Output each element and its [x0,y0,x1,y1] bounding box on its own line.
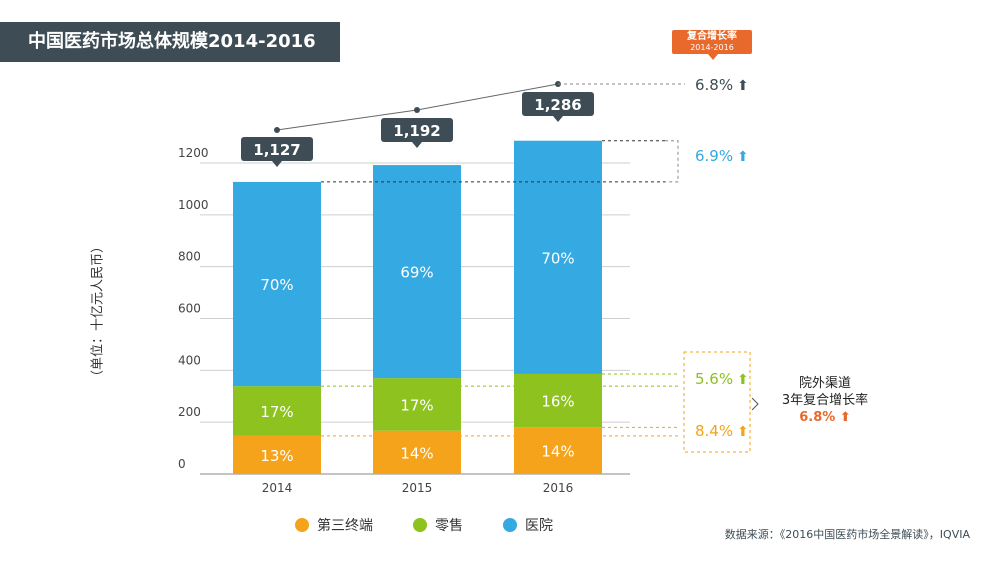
y-tick-label: 600 [178,302,201,316]
bar-segment [373,430,461,474]
channel-note-line2: 3年复合增长率 [781,393,869,408]
legend-swatch [503,518,517,532]
total-callout-box [381,118,453,142]
legend-label: 第三终端 [317,518,373,534]
segment-label: 13% [260,447,293,465]
trend-point [274,127,280,133]
total-callout-box [522,92,594,116]
up-arrow-icon: ⬆ [737,78,749,94]
legend-item-retail: 零售 [413,515,463,535]
segment-label: 17% [400,396,433,414]
segment-label: 16% [541,393,574,411]
page-title: 中国医药市场总体规模2014-2016 [0,22,340,62]
legend-label: 零售 [435,518,463,534]
bar-segment [514,373,602,428]
bar-segment [233,181,321,387]
bar-segment [233,435,321,474]
legend-label: 医院 [525,518,553,534]
bar-segment [373,378,461,431]
legend: 第三终端 零售 医院 [295,515,553,535]
hospital-bracket [665,140,679,183]
segment-label: 17% [260,403,293,421]
outside-channel-box [683,351,751,453]
channel-note-rate: 6.8% ⬆ [770,409,880,426]
chevron-right-icon [751,397,759,411]
legend-swatch [413,518,427,532]
legend-item-hospital: 医院 [503,515,553,535]
bar-segment [514,140,602,374]
growth-rate-label: 8.4% [695,422,733,440]
channel-note-rate-value: 6.8% [799,410,836,425]
bar-segment [373,165,461,379]
growth-rate-label: 6.9% [695,147,733,165]
y-tick-label: 0 [178,457,186,471]
total-label: 1,286 [534,96,581,114]
total-label: 1,127 [253,141,300,159]
growth-rate-label: 5.6% [695,370,733,388]
x-tick-label: 2015 [402,481,433,495]
y-tick-label: 1200 [178,146,209,160]
total-callout-pointer [553,116,563,122]
total-label: 1,192 [393,122,440,140]
up-arrow-icon: ⬆ [737,424,749,440]
segment-label: 14% [400,444,433,462]
y-tick-label: 400 [178,353,201,367]
growth-rate-label: 6.8% [695,76,733,94]
total-callout-box [241,137,313,161]
up-arrow-icon: ⬆ [737,372,749,388]
source-note: 数据来源：《2016中国医药市场全景解读》，IQVIA [724,528,970,541]
bar-segment [233,386,321,436]
y-tick-label: 200 [178,405,201,419]
segment-label: 70% [260,276,293,294]
x-tick-label: 2016 [543,481,574,495]
up-arrow-icon: ⬆ [839,410,851,425]
x-tick-label: 2014 [262,481,293,495]
segment-label: 70% [541,249,574,267]
total-callout-pointer [412,142,422,148]
legend-item-tertiary: 第三终端 [295,515,373,535]
channel-note: 院外渠道 3年复合增长率 6.8% ⬆ [770,375,880,426]
cagr-tag: 复合增长率 2014-2016 [672,30,752,60]
up-arrow-icon: ⬆ [737,149,749,165]
segment-label: 14% [541,443,574,461]
y-tick-label: 800 [178,250,201,264]
total-callout-pointer [272,161,282,167]
cagr-tag-title: 复合增长率 [687,31,737,42]
y-tick-label: 1000 [178,198,209,212]
legend-swatch [295,518,309,532]
cagr-tag-period: 2014-2016 [690,43,734,52]
stacked-bar-chart: 0 200 400 600 800 1000 1200 13% 17% 70% 2014 14% 17%… [178,76,759,495]
bar-segment [514,427,602,474]
channel-note-line1: 院外渠道 [798,376,851,391]
trend-point [414,107,420,113]
segment-label: 69% [400,264,433,282]
